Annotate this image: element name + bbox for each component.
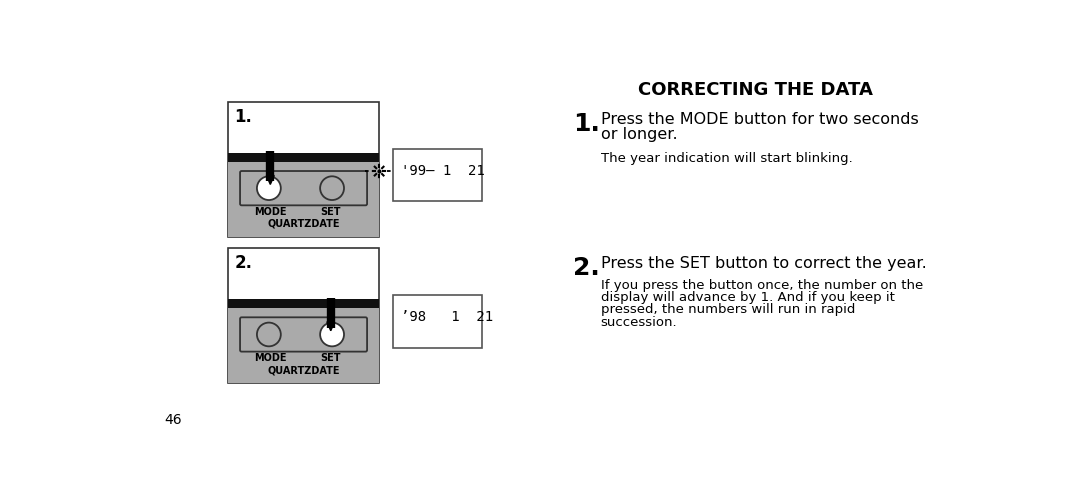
Text: MODE: MODE xyxy=(254,353,286,363)
Text: succession.: succession. xyxy=(600,316,677,329)
Circle shape xyxy=(257,176,281,200)
Text: display will advance by 1. And if you keep it: display will advance by 1. And if you ke… xyxy=(600,291,894,304)
Bar xyxy=(228,153,379,237)
Text: SET: SET xyxy=(321,207,341,217)
Polygon shape xyxy=(267,176,274,185)
Text: 2.: 2. xyxy=(234,254,253,272)
Text: 1.: 1. xyxy=(572,112,599,136)
Text: If you press the button once, the number on the: If you press the button once, the number… xyxy=(600,279,923,292)
Text: Press the SET button to correct the year.: Press the SET button to correct the year… xyxy=(600,256,927,271)
Text: '99– 1  21: '99– 1 21 xyxy=(401,164,485,178)
Bar xyxy=(228,153,379,162)
Bar xyxy=(228,299,379,308)
Circle shape xyxy=(320,323,345,346)
Text: 46: 46 xyxy=(164,413,183,428)
Text: pressed, the numbers will run in rapid: pressed, the numbers will run in rapid xyxy=(600,303,855,316)
Bar xyxy=(228,248,379,383)
Bar xyxy=(228,102,379,237)
Bar xyxy=(393,296,482,348)
Bar xyxy=(228,299,379,383)
Text: QUARTZDATE: QUARTZDATE xyxy=(268,365,340,375)
Text: ’98   1  21: ’98 1 21 xyxy=(401,310,492,324)
Circle shape xyxy=(320,176,345,200)
Text: 2.: 2. xyxy=(572,256,599,280)
Text: SET: SET xyxy=(321,353,341,363)
Bar xyxy=(393,149,482,201)
Polygon shape xyxy=(327,322,335,331)
Text: 1.: 1. xyxy=(234,108,252,126)
FancyBboxPatch shape xyxy=(240,317,367,351)
FancyBboxPatch shape xyxy=(240,171,367,205)
Text: The year indication will start blinking.: The year indication will start blinking. xyxy=(600,152,852,165)
Text: QUARTZDATE: QUARTZDATE xyxy=(268,219,340,229)
Text: MODE: MODE xyxy=(254,207,286,217)
Text: Press the MODE button for two seconds: Press the MODE button for two seconds xyxy=(600,112,918,127)
Circle shape xyxy=(257,323,281,346)
Text: or longer.: or longer. xyxy=(600,127,677,142)
Text: CORRECTING THE DATA: CORRECTING THE DATA xyxy=(637,81,873,99)
